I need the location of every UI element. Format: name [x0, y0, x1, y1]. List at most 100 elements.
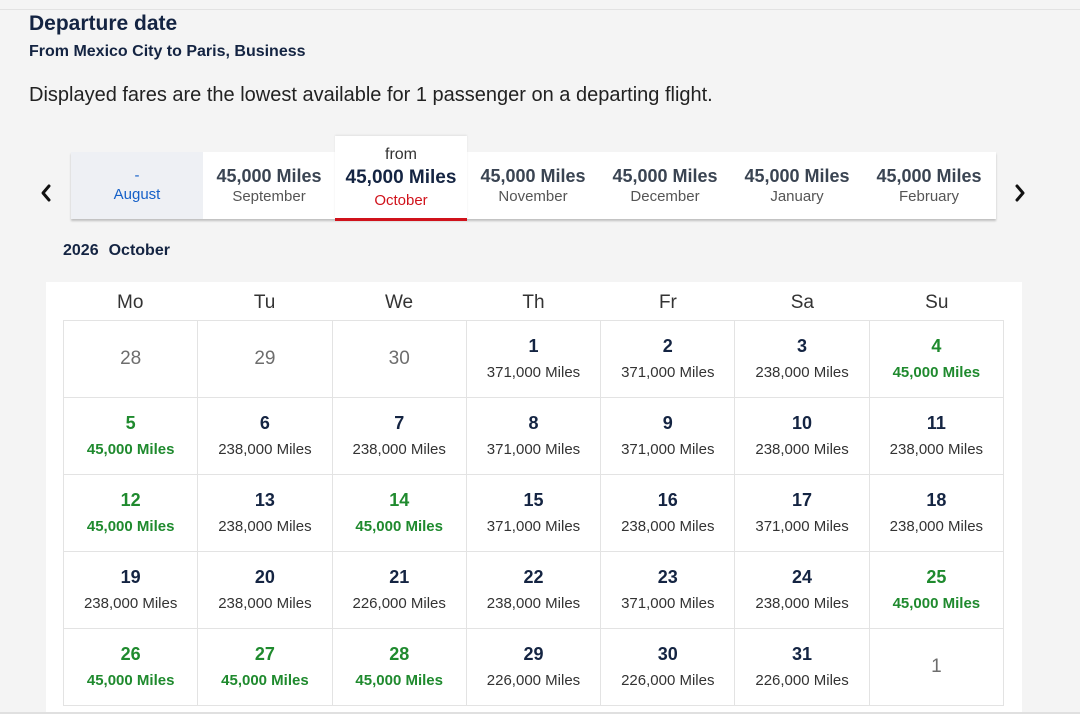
day-cell[interactable]: 23 371,000 Miles	[601, 552, 736, 629]
day-cell[interactable]: 31 226,000 Miles	[735, 629, 870, 706]
day-fare: 238,000 Miles	[218, 595, 312, 612]
day-cell[interactable]: 16 238,000 Miles	[601, 475, 736, 552]
month-name: January	[770, 187, 824, 205]
month-tab-january[interactable]: 45,000 Miles January	[731, 152, 863, 219]
day-cell[interactable]: 8 371,000 Miles	[466, 398, 602, 475]
day-number: 21	[389, 567, 410, 587]
month-name: August	[113, 185, 161, 203]
weekday-label: Tu	[253, 292, 276, 313]
day-fare: 45,000 Miles	[221, 672, 309, 689]
day-number: 29	[254, 348, 276, 369]
day-cell[interactable]: 13 238,000 Miles	[198, 475, 333, 552]
day-number: 23	[657, 567, 678, 587]
day-number: 11	[926, 413, 946, 433]
day-number: 27	[254, 644, 275, 664]
day-number: 5	[125, 413, 136, 433]
route-subtitle: From Mexico City to Paris, Business	[29, 43, 306, 60]
day-cell[interactable]: 27 45,000 Miles	[198, 629, 333, 706]
day-fare: 45,000 Miles	[355, 518, 443, 535]
day-cell[interactable]: 6 238,000 Miles	[198, 398, 333, 475]
day-number: 31	[792, 644, 813, 664]
day-cell[interactable]: 10 238,000 Miles	[735, 398, 870, 475]
day-cell[interactable]: 19 238,000 Miles	[64, 552, 199, 629]
day-cell[interactable]: 3 238,000 Miles	[735, 321, 870, 398]
day-cell[interactable]: 18 238,000 Miles	[869, 475, 1004, 552]
month-name: October	[374, 192, 428, 209]
month-name: February	[898, 187, 960, 205]
day-cell[interactable]: 2 371,000 Miles	[601, 321, 736, 398]
day-fare: 226,000 Miles	[755, 672, 849, 689]
month-lowest-fare: 45,000 Miles	[876, 165, 982, 186]
day-cell[interactable]: 9 371,000 Miles	[601, 398, 736, 475]
day-fare: 371,000 Miles	[486, 364, 581, 381]
month-tab-october[interactable]: from 45,000 Miles October	[335, 136, 467, 221]
day-fare: 238,000 Miles	[755, 595, 849, 612]
chevron-right-icon	[1015, 184, 1025, 202]
day-fare: 238,000 Miles	[486, 595, 581, 612]
day-fare: 371,000 Miles	[486, 518, 581, 535]
day-cell[interactable]: 21 226,000 Miles	[332, 552, 467, 629]
weekday-label: Th	[522, 292, 545, 313]
month-name: November	[498, 187, 568, 205]
day-number: 22	[523, 567, 544, 587]
weekday-header: Mo Tu We Th Fr Sa Su	[63, 292, 1004, 320]
day-number: 25	[926, 567, 947, 587]
day-cell[interactable]: 12 45,000 Miles	[64, 475, 199, 552]
day-cell[interactable]: 29 226,000 Miles	[466, 629, 602, 706]
day-cell[interactable]: 15 371,000 Miles	[466, 475, 602, 552]
month-tab-november[interactable]: 45,000 Miles November	[467, 152, 599, 219]
chevron-left-icon	[41, 184, 51, 202]
month-tab-august[interactable]: - August	[71, 152, 203, 219]
day-number: 10	[792, 413, 813, 433]
day-fare: 226,000 Miles	[352, 595, 446, 612]
day-cell[interactable]: 24 238,000 Miles	[735, 552, 870, 629]
day-fare: 45,000 Miles	[892, 595, 981, 612]
day-number: 16	[657, 490, 678, 510]
day-number: 18	[926, 490, 947, 510]
day-fare: 45,000 Miles	[86, 672, 175, 689]
month-tab-february[interactable]: 45,000 Miles February	[863, 152, 995, 219]
day-number: 1	[528, 336, 539, 356]
day-cell[interactable]: 26 45,000 Miles	[64, 629, 199, 706]
day-number: 26	[120, 644, 141, 664]
day-fare: 371,000 Miles	[755, 518, 849, 535]
weekday-label: We	[384, 292, 414, 313]
day-fare: 238,000 Miles	[889, 441, 984, 458]
month-lowest-fare: 45,000 Miles	[480, 165, 586, 186]
calendar: Mo Tu We Th Fr Sa Su 28 29 30 1 371,000 Miles 2 371,…	[46, 282, 1022, 714]
day-cell[interactable]: 22 238,000 Miles	[466, 552, 602, 629]
outside-month-day-cell: 1	[869, 629, 1004, 706]
day-cell[interactable]: 28 45,000 Miles	[332, 629, 467, 706]
day-number: 30	[388, 348, 410, 369]
day-cell[interactable]: 20 238,000 Miles	[198, 552, 333, 629]
day-cell[interactable]: 30 226,000 Miles	[601, 629, 736, 706]
day-cell[interactable]: 1 371,000 Miles	[466, 321, 602, 398]
day-fare: 371,000 Miles	[486, 441, 581, 458]
month-tab-september[interactable]: 45,000 Miles September	[203, 152, 335, 219]
outside-month-day-cell: 30	[332, 321, 467, 398]
next-months-button[interactable]	[1005, 176, 1035, 210]
day-number: 24	[792, 567, 813, 587]
day-number: 7	[394, 413, 405, 433]
day-fare: 226,000 Miles	[621, 672, 715, 689]
bottom-divider	[0, 712, 1080, 714]
previous-months-button[interactable]	[31, 176, 61, 210]
day-number: 4	[931, 336, 942, 356]
calendar-year: 2026	[63, 242, 99, 259]
day-cell[interactable]: 11 238,000 Miles	[869, 398, 1004, 475]
day-number: 17	[792, 490, 813, 510]
outside-month-day-cell: 28	[64, 321, 199, 398]
day-fare: 45,000 Miles	[355, 672, 443, 689]
fare-info-text: Displayed fares are the lowest available…	[29, 84, 713, 106]
day-cell[interactable]: 17 371,000 Miles	[735, 475, 870, 552]
day-cell[interactable]: 14 45,000 Miles	[332, 475, 467, 552]
weekday-label: Mo	[117, 292, 144, 313]
day-cell[interactable]: 4 45,000 Miles	[869, 321, 1004, 398]
month-selector: - August 45,000 Miles September from 45,000 M…	[71, 136, 996, 221]
day-fare: 45,000 Miles	[86, 518, 175, 535]
day-cell[interactable]: 25 45,000 Miles	[869, 552, 1004, 629]
month-tab-december[interactable]: 45,000 Miles December	[599, 152, 731, 219]
day-cell[interactable]: 7 238,000 Miles	[332, 398, 467, 475]
day-cell[interactable]: 5 45,000 Miles	[64, 398, 199, 475]
day-fare: 238,000 Miles	[755, 364, 849, 381]
